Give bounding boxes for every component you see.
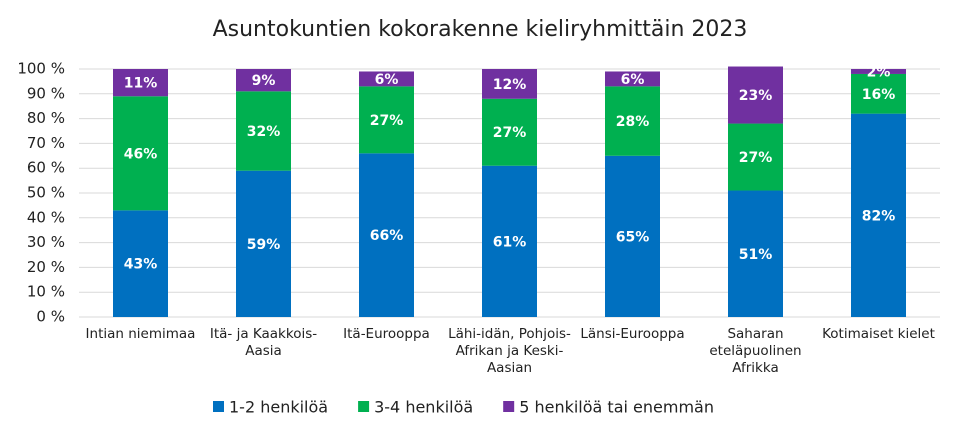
- y-tick-label: 60 %: [27, 159, 65, 177]
- data-label: 11%: [124, 76, 158, 92]
- bar-segment: [359, 71, 414, 87]
- bar-segment: [236, 91, 291, 171]
- bar-segment: [482, 69, 537, 99]
- data-label: 9%: [252, 73, 276, 89]
- data-label: 27%: [370, 113, 404, 129]
- y-tick-label: 50 %: [27, 184, 65, 202]
- bar-segment: [113, 210, 168, 317]
- data-label: 59%: [247, 237, 281, 253]
- y-tick-label: 20 %: [27, 258, 65, 276]
- bar-segment: [605, 71, 660, 87]
- bar-segment: [236, 69, 291, 92]
- data-label: 23%: [739, 88, 773, 104]
- data-label: 43%: [124, 257, 158, 273]
- legend-swatch: [503, 401, 515, 412]
- bar-segment: [359, 153, 414, 317]
- data-label: 65%: [616, 229, 650, 245]
- x-tick-label: Saharan eteläpuolinen Afrikka: [709, 326, 802, 376]
- data-label: 12%: [493, 77, 527, 93]
- data-label: 66%: [370, 228, 404, 244]
- y-tick-label: 90 %: [27, 84, 65, 102]
- bar-segment: [728, 190, 783, 317]
- x-tick-label: Itä-Eurooppa: [343, 326, 430, 342]
- x-tick-label: Lähi-idän, Pohjois-Afrikan ja Keski-Aasi…: [448, 326, 571, 376]
- bar-segment: [236, 170, 291, 317]
- y-tick-label: 10 %: [27, 283, 65, 301]
- y-tick-label: 0 %: [36, 308, 65, 326]
- bar-segment: [359, 86, 414, 154]
- legend-swatch: [213, 401, 224, 412]
- y-tick-label: 70 %: [27, 134, 65, 152]
- data-label: 61%: [493, 234, 527, 250]
- data-label: 2%: [867, 64, 891, 80]
- data-label: 6%: [621, 72, 645, 88]
- bar-segment: [728, 123, 783, 191]
- legend-label: 3-4 henkilöä: [374, 398, 473, 417]
- data-label: 82%: [862, 208, 896, 224]
- y-tick-label: 100 %: [17, 60, 65, 78]
- y-tick-label: 80 %: [27, 109, 65, 127]
- bar-segment: [113, 69, 168, 97]
- bar-segment: [113, 96, 168, 211]
- data-label: 27%: [739, 150, 773, 166]
- legend-label: 5 henkilöä tai enemmän: [519, 398, 714, 417]
- data-label: 46%: [124, 146, 158, 162]
- y-tick-label: 40 %: [27, 208, 65, 226]
- bar-segment: [605, 155, 660, 317]
- chart-title: Asuntokuntien kokorakenne kieliryhmittäi…: [213, 17, 748, 42]
- bar-segment: [605, 86, 660, 156]
- x-tick-label: Länsi-Eurooppa: [580, 326, 685, 342]
- legend-swatch: [358, 401, 370, 412]
- x-tick-label: Intian niemimaa: [85, 326, 196, 342]
- data-label: 51%: [739, 247, 773, 263]
- data-label: 6%: [375, 72, 399, 88]
- data-label: 27%: [493, 125, 527, 141]
- bar-segment: [851, 113, 906, 317]
- data-label: 16%: [862, 87, 896, 103]
- bar-segment: [851, 73, 906, 114]
- data-label: 28%: [616, 114, 650, 130]
- bar-segment: [482, 165, 537, 317]
- bar-segment: [482, 98, 537, 166]
- bar-segment: [728, 66, 783, 124]
- legend-label: 1-2 henkilöä: [229, 398, 328, 417]
- data-label: 32%: [247, 124, 281, 140]
- y-tick-label: 30 %: [27, 233, 65, 251]
- x-tick-label: Kotimaiset kielet: [822, 326, 935, 342]
- bar-segment: [851, 69, 906, 74]
- x-tick-label: Itä- ja Kaakkois-Aasia: [209, 326, 318, 359]
